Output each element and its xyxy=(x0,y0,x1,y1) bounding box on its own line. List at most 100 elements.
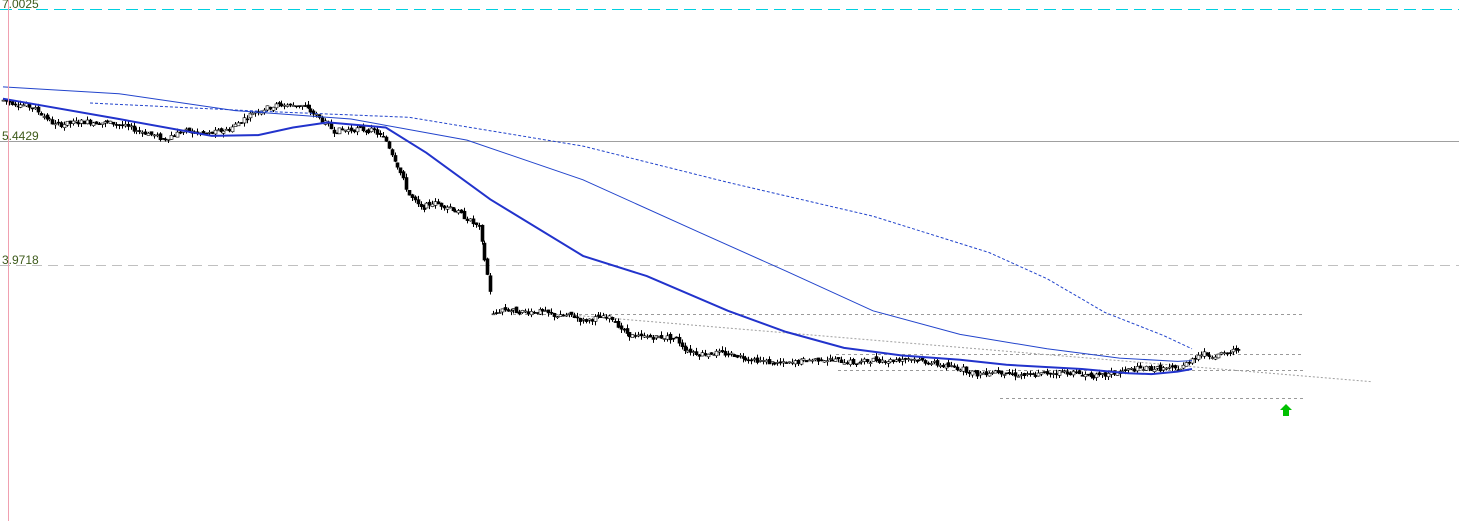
candle-body xyxy=(511,308,516,311)
candle xyxy=(216,127,221,132)
candle-body xyxy=(451,207,456,212)
candle xyxy=(268,106,273,111)
candle xyxy=(480,224,485,245)
candle-body xyxy=(74,120,79,123)
candle xyxy=(1042,371,1047,374)
candle xyxy=(282,103,287,110)
candle-body xyxy=(854,363,859,366)
candle-body xyxy=(1080,374,1085,377)
candle-body xyxy=(1126,368,1131,371)
candle-body xyxy=(630,334,635,338)
candle-body xyxy=(862,358,867,362)
candle xyxy=(578,317,583,326)
trendline xyxy=(571,314,1373,383)
candles xyxy=(1,99,1241,381)
candle-body xyxy=(1033,375,1038,377)
candle xyxy=(343,129,348,133)
candle-body xyxy=(471,218,476,225)
candle xyxy=(300,104,305,110)
candle xyxy=(616,318,621,329)
candle xyxy=(111,121,116,127)
candle-body xyxy=(491,313,496,316)
candle-body xyxy=(53,123,58,126)
candle-body xyxy=(590,319,595,322)
candle-body xyxy=(958,369,963,372)
candle xyxy=(868,360,873,367)
candle xyxy=(1216,353,1221,359)
candle-body xyxy=(619,325,624,330)
candle xyxy=(607,314,612,323)
candle-body xyxy=(935,360,940,366)
candle-body xyxy=(871,357,876,362)
candle-body xyxy=(1065,371,1070,375)
candle-body xyxy=(1222,352,1227,355)
candle-body xyxy=(642,335,647,338)
candle-body xyxy=(33,107,38,110)
candle xyxy=(761,357,766,365)
candle-body xyxy=(926,362,931,365)
candle-body xyxy=(79,119,84,124)
candle xyxy=(1207,352,1212,360)
candle-body xyxy=(134,130,139,132)
candle xyxy=(1062,369,1067,374)
candle xyxy=(964,366,969,376)
candle xyxy=(378,130,383,138)
candle xyxy=(714,348,719,358)
candle-body xyxy=(250,112,255,116)
candle xyxy=(645,334,650,340)
candle-body xyxy=(279,103,284,107)
candle xyxy=(955,364,960,372)
candle xyxy=(651,334,656,343)
candle xyxy=(1190,357,1195,365)
candle-body xyxy=(178,131,183,134)
candle-body xyxy=(749,359,754,362)
candle xyxy=(436,198,441,205)
candle xyxy=(572,312,577,319)
candle-body xyxy=(569,311,574,315)
candle xyxy=(488,273,493,295)
candle-body xyxy=(668,333,673,341)
candle-body xyxy=(1106,373,1111,378)
candle xyxy=(1013,368,1018,381)
candle xyxy=(117,124,122,130)
candle-body xyxy=(764,359,769,363)
candle-body xyxy=(114,124,119,126)
candle xyxy=(529,308,534,318)
moving-average-line xyxy=(89,102,1193,350)
candle-body xyxy=(337,127,342,135)
candle xyxy=(668,332,673,344)
candle-body xyxy=(433,201,438,206)
candle-body xyxy=(105,120,110,123)
candle-body xyxy=(436,201,441,205)
candle-body xyxy=(627,332,632,338)
candle-body xyxy=(108,120,113,124)
candle xyxy=(619,322,624,334)
candle-body xyxy=(685,350,690,353)
candle xyxy=(303,102,308,107)
candle xyxy=(393,152,398,163)
candle-body xyxy=(233,123,238,127)
candle-body xyxy=(610,316,615,321)
candle xyxy=(4,99,9,105)
candle xyxy=(1054,369,1059,379)
candle xyxy=(723,347,728,358)
candle xyxy=(424,202,429,209)
candle xyxy=(961,364,966,376)
candle xyxy=(810,358,815,364)
candle xyxy=(825,356,830,366)
candle xyxy=(532,310,537,314)
candle xyxy=(462,207,467,220)
candle-body xyxy=(903,358,908,360)
candle xyxy=(271,106,276,113)
candle-body xyxy=(1031,373,1036,375)
candle-body xyxy=(720,350,725,353)
candle xyxy=(33,105,38,110)
candle-body xyxy=(1225,352,1230,355)
candle xyxy=(13,101,18,107)
candle xyxy=(720,346,725,353)
candle xyxy=(912,356,917,364)
moving-averages xyxy=(2,86,1193,376)
candle xyxy=(517,309,522,316)
candle-body xyxy=(158,133,163,141)
candle-body xyxy=(445,206,450,210)
